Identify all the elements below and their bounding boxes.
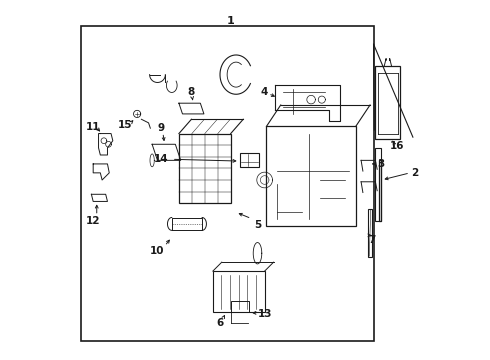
Bar (231, 301, 248, 312)
Bar (368, 208, 372, 257)
Text: 9: 9 (157, 123, 165, 133)
Bar (375, 148, 381, 221)
Text: 2: 2 (411, 168, 418, 178)
Text: 10: 10 (149, 247, 164, 256)
Text: 12: 12 (86, 216, 100, 226)
Text: 15: 15 (118, 120, 133, 130)
Text: 3: 3 (377, 159, 384, 169)
Text: 1: 1 (227, 16, 235, 26)
Text: 14: 14 (154, 154, 169, 164)
Text: 5: 5 (254, 220, 261, 230)
Bar (379, 160, 381, 221)
Text: 6: 6 (217, 318, 223, 328)
Text: 8: 8 (188, 87, 195, 98)
Text: 7: 7 (368, 235, 375, 245)
Bar (267, 126, 356, 226)
Bar (81, 26, 373, 341)
Text: 11: 11 (86, 122, 100, 132)
Bar (240, 153, 259, 167)
Text: 13: 13 (257, 309, 272, 319)
Bar (375, 66, 400, 139)
Text: 4: 4 (261, 87, 269, 98)
Text: 16: 16 (390, 141, 404, 151)
Bar (213, 271, 265, 312)
Bar (179, 134, 231, 203)
